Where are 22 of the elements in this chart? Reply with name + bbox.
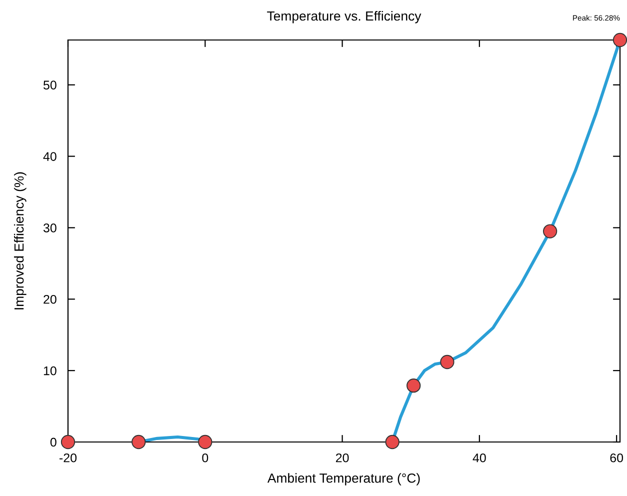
y-tick-label: 20	[44, 294, 56, 304]
point	[406, 378, 421, 393]
point	[440, 354, 454, 370]
y-tick-label: 50	[43, 80, 56, 90]
x-tick-label: 0	[202, 453, 208, 462]
point	[612, 32, 627, 48]
y-tick-label: 10	[44, 366, 56, 376]
point	[542, 224, 558, 238]
y-tick-label: 30	[43, 224, 56, 232]
x-axis-title: Ambient Temperature (°C)	[267, 473, 420, 486]
x-tick-label: 60	[610, 453, 624, 462]
point	[132, 434, 146, 450]
chart-title: Temperature vs. Efficiency	[267, 10, 422, 24]
x-tick-label: -20	[60, 453, 77, 462]
y-axis-title: Improved Efficiency (%)	[14, 172, 26, 310]
x-tick-label: 20	[336, 453, 349, 462]
y-tick-label: 0	[50, 438, 56, 447]
x-tick-label: 40	[472, 453, 486, 462]
y-tick-label: 40	[43, 152, 56, 161]
point	[60, 434, 76, 450]
point	[198, 434, 212, 450]
point	[385, 434, 400, 450]
